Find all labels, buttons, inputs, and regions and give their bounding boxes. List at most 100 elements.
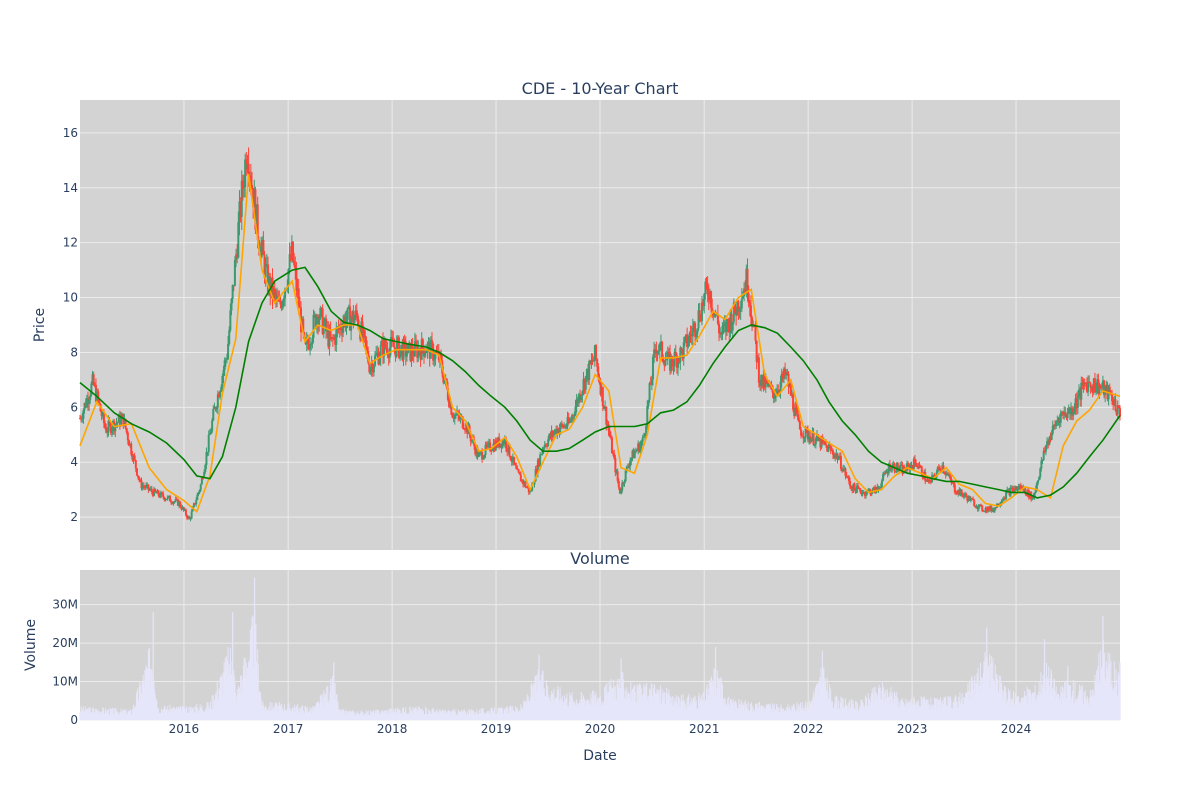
candle-body bbox=[1075, 398, 1078, 408]
candle-body bbox=[864, 493, 867, 496]
volume-bar bbox=[365, 710, 367, 720]
volume-bar bbox=[803, 710, 805, 720]
candle-body bbox=[601, 386, 604, 406]
candle-body bbox=[896, 463, 899, 471]
volume-bar bbox=[846, 705, 848, 720]
volume-bar bbox=[790, 710, 792, 720]
volume-bar bbox=[159, 713, 161, 720]
volume-bar bbox=[494, 713, 496, 720]
volume-bar bbox=[850, 707, 852, 720]
volume-bar bbox=[391, 712, 393, 720]
candle-body bbox=[669, 352, 672, 371]
candle-body bbox=[1024, 488, 1027, 495]
volume-bar bbox=[716, 670, 718, 720]
volume-bar bbox=[179, 708, 181, 720]
volume-bar bbox=[535, 675, 537, 720]
candle-body bbox=[792, 394, 795, 410]
volume-bar bbox=[442, 710, 444, 720]
volume-bar bbox=[941, 700, 943, 720]
candle-body bbox=[474, 445, 477, 455]
candle-body bbox=[175, 499, 178, 501]
volume-bar bbox=[429, 711, 431, 720]
volume-bar bbox=[561, 700, 563, 720]
candle-body bbox=[884, 472, 887, 474]
candle-body bbox=[797, 417, 800, 422]
volume-bar bbox=[581, 700, 583, 720]
candle-body bbox=[385, 347, 388, 349]
candle-body bbox=[1041, 459, 1044, 461]
volume-bar bbox=[855, 710, 857, 720]
volume-bar bbox=[980, 691, 982, 720]
candle-body bbox=[507, 443, 510, 452]
volume-bar bbox=[421, 709, 423, 720]
volume-bar bbox=[479, 713, 481, 720]
volume-bar bbox=[207, 702, 209, 720]
volume-bar bbox=[388, 709, 390, 720]
volume-bar bbox=[779, 707, 781, 720]
volume-bar bbox=[801, 708, 803, 720]
volume-bar bbox=[956, 701, 958, 720]
volume-bar bbox=[795, 712, 797, 720]
volume-bar bbox=[1057, 695, 1059, 720]
candle-body bbox=[1043, 450, 1046, 452]
volume-bar bbox=[1008, 691, 1010, 720]
volume-bar bbox=[979, 662, 981, 720]
volume-bar bbox=[618, 688, 620, 720]
volume-bar bbox=[138, 699, 140, 720]
volume-bar bbox=[562, 706, 564, 720]
volume-bar bbox=[219, 690, 221, 720]
volume-bar bbox=[578, 703, 580, 720]
volume-bar bbox=[891, 703, 893, 720]
volume-bar bbox=[942, 703, 944, 720]
volume-bar bbox=[174, 711, 176, 720]
candle-body bbox=[440, 352, 443, 361]
candle-body bbox=[751, 317, 754, 327]
candle-body bbox=[1082, 382, 1085, 386]
volume-bar bbox=[418, 710, 420, 720]
volume-bar bbox=[359, 713, 361, 720]
volume-bar bbox=[1056, 693, 1058, 720]
volume-bar bbox=[1106, 668, 1108, 720]
volume-bar bbox=[551, 694, 553, 720]
volume-bar bbox=[1039, 697, 1041, 720]
volume-bar bbox=[761, 709, 763, 720]
volume-bar bbox=[872, 702, 874, 720]
candle-body bbox=[620, 490, 623, 494]
candle-body bbox=[333, 336, 336, 339]
volume-bar bbox=[848, 700, 850, 720]
candle-body bbox=[386, 348, 389, 356]
candle-body bbox=[502, 440, 505, 445]
candle-body bbox=[555, 429, 558, 435]
volume-bar bbox=[673, 697, 675, 720]
volume-bar bbox=[911, 704, 913, 720]
volume-bar bbox=[1114, 685, 1116, 720]
volume-bar bbox=[970, 699, 972, 720]
volume-bar bbox=[417, 706, 419, 720]
candle-body bbox=[389, 337, 392, 348]
volume-bar bbox=[965, 692, 967, 720]
volume-bar bbox=[859, 706, 861, 720]
volume-bar bbox=[1023, 700, 1025, 720]
candle-body bbox=[376, 352, 379, 355]
volume-bar bbox=[773, 703, 775, 720]
volume-bar bbox=[105, 713, 107, 720]
volume-bar bbox=[248, 664, 250, 720]
volume-bar bbox=[426, 714, 428, 720]
volume-bar bbox=[134, 707, 136, 720]
candle-body bbox=[271, 277, 274, 299]
volume-bar bbox=[260, 692, 262, 720]
volume-bar bbox=[1074, 682, 1076, 720]
volume-bar bbox=[265, 705, 267, 720]
candle-body bbox=[170, 501, 173, 503]
candle-body bbox=[479, 451, 482, 453]
volume-bar bbox=[866, 698, 868, 720]
volume-bar bbox=[897, 702, 899, 720]
volume-bar bbox=[977, 667, 979, 720]
volume-bar bbox=[864, 695, 866, 720]
volume-bar bbox=[912, 704, 914, 720]
candle-body bbox=[822, 441, 825, 443]
candle-body bbox=[633, 452, 636, 459]
volume-bar bbox=[581, 692, 583, 720]
candle-body bbox=[722, 325, 725, 327]
volume-bar bbox=[102, 707, 104, 720]
